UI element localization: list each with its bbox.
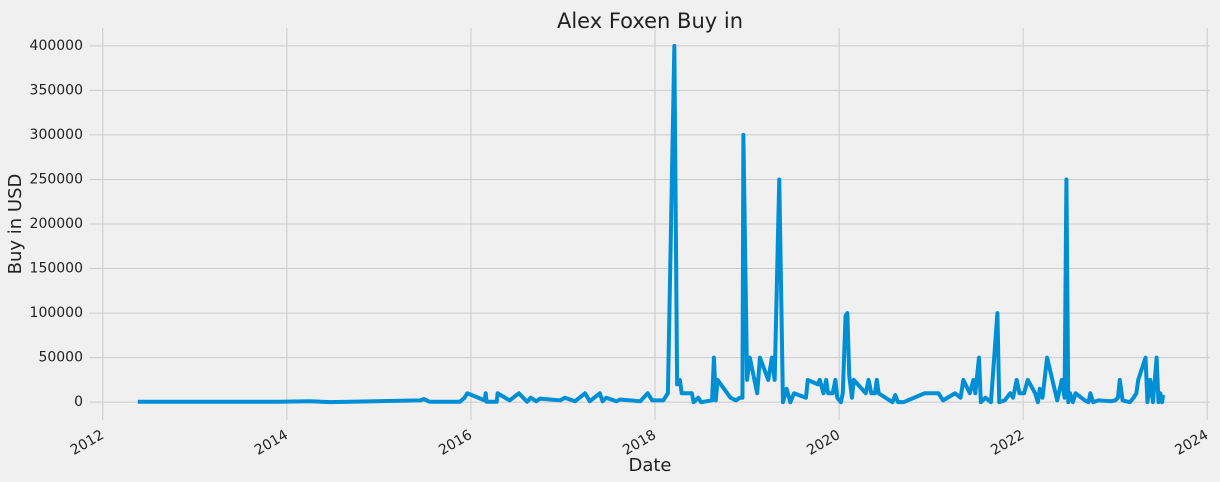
y-axis-label: Buy in USD xyxy=(5,174,26,275)
y-tick-label: 100000 xyxy=(30,305,83,321)
y-tick-label: 400000 xyxy=(30,38,83,54)
chart-title: Alex Foxen Buy in xyxy=(557,9,743,33)
y-tick-label: 350000 xyxy=(30,82,83,98)
data-line xyxy=(137,43,1166,405)
x-axis-label: Date xyxy=(628,455,671,476)
y-tick-label: 50000 xyxy=(38,350,83,366)
y-tick-label: 250000 xyxy=(30,171,83,187)
y-tick-label: 200000 xyxy=(30,216,83,232)
y-tick-label: 300000 xyxy=(30,127,83,143)
y-tick-label: 150000 xyxy=(30,261,83,277)
y-tick-label: 0 xyxy=(74,394,83,410)
